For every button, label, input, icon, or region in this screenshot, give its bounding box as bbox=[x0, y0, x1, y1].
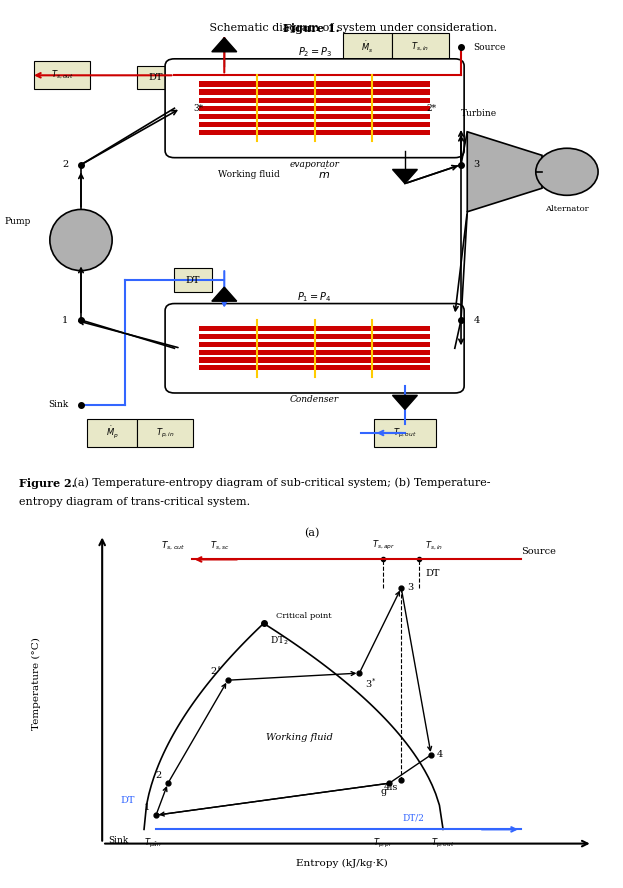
FancyBboxPatch shape bbox=[34, 61, 90, 90]
Text: Sink: Sink bbox=[48, 400, 69, 409]
Text: 2$^{\circ}$: 2$^{\circ}$ bbox=[211, 665, 222, 677]
Text: 3$^{*}$: 3$^{*}$ bbox=[365, 677, 377, 691]
Text: 2*: 2* bbox=[426, 104, 436, 113]
FancyBboxPatch shape bbox=[343, 33, 392, 61]
Text: $\dot{M}_s$: $\dot{M}_s$ bbox=[361, 39, 374, 55]
Text: 2: 2 bbox=[156, 771, 162, 780]
Text: (a) Temperature-entropy diagram of sub-critical system; (b) Temperature-: (a) Temperature-entropy diagram of sub-c… bbox=[70, 478, 491, 488]
Text: Sink: Sink bbox=[108, 836, 128, 845]
Ellipse shape bbox=[50, 210, 112, 271]
Text: $T_{p,out}$: $T_{p,out}$ bbox=[393, 426, 417, 440]
Text: Working fluid: Working fluid bbox=[218, 170, 280, 178]
Text: (a): (a) bbox=[304, 527, 319, 538]
Text: Figure 2.: Figure 2. bbox=[19, 478, 75, 488]
Bar bbox=[199, 122, 430, 127]
Text: Pump: Pump bbox=[5, 217, 31, 226]
Text: $T_{s,sc}$: $T_{s,sc}$ bbox=[210, 540, 229, 552]
Text: DT: DT bbox=[425, 569, 440, 578]
Bar bbox=[199, 98, 430, 103]
Text: $T_{p,in}$: $T_{p,in}$ bbox=[156, 426, 174, 440]
Text: Temperature (°C): Temperature (°C) bbox=[32, 638, 41, 730]
Text: Entropy (kJ/kg·K): Entropy (kJ/kg·K) bbox=[295, 860, 388, 868]
Text: Figure 1.: Figure 1. bbox=[0, 887, 1, 888]
FancyBboxPatch shape bbox=[374, 419, 436, 448]
Bar bbox=[199, 326, 430, 331]
Bar bbox=[199, 365, 430, 370]
Polygon shape bbox=[392, 170, 417, 184]
Text: DT/2: DT/2 bbox=[402, 813, 424, 822]
Text: Figure 1. Schematic diagram of system under consideration.: Figure 1. Schematic diagram of system un… bbox=[0, 887, 1, 888]
Text: $T_{s,apr}$: $T_{s,apr}$ bbox=[372, 539, 395, 552]
Text: DT$_2$: DT$_2$ bbox=[270, 635, 288, 647]
Polygon shape bbox=[467, 131, 542, 212]
FancyBboxPatch shape bbox=[137, 66, 174, 90]
Text: $\dot{m}$: $\dot{m}$ bbox=[318, 168, 330, 181]
Text: $\dot{M}_p$: $\dot{M}_p$ bbox=[106, 425, 118, 441]
Text: 1: 1 bbox=[62, 315, 69, 324]
Circle shape bbox=[536, 148, 598, 195]
Text: $T_{p\hat{a}n}$: $T_{p\hat{a}n}$ bbox=[144, 836, 162, 850]
Text: Figure 1.: Figure 1. bbox=[283, 23, 340, 34]
Text: DT: DT bbox=[186, 275, 201, 284]
Polygon shape bbox=[392, 395, 417, 409]
Text: Turbine: Turbine bbox=[461, 108, 497, 118]
FancyBboxPatch shape bbox=[165, 59, 464, 158]
Bar bbox=[199, 82, 430, 87]
Bar bbox=[199, 90, 430, 95]
Bar bbox=[199, 334, 430, 339]
Text: 4: 4 bbox=[437, 750, 444, 759]
FancyBboxPatch shape bbox=[87, 419, 137, 448]
Text: 4is: 4is bbox=[384, 783, 398, 792]
Text: g: g bbox=[380, 787, 386, 796]
Text: Schematic diagram of system under consideration.: Schematic diagram of system under consid… bbox=[206, 23, 498, 33]
Text: 1: 1 bbox=[144, 803, 150, 812]
Text: Schematic diagram of system under consideration.: Schematic diagram of system under consid… bbox=[0, 887, 1, 888]
Text: $T_{s,out}$: $T_{s,out}$ bbox=[51, 69, 74, 82]
FancyBboxPatch shape bbox=[174, 268, 212, 292]
Bar bbox=[199, 114, 430, 119]
Text: Source: Source bbox=[473, 43, 506, 52]
Text: $P_1 = P_4$: $P_1 = P_4$ bbox=[297, 289, 332, 304]
Polygon shape bbox=[212, 37, 237, 52]
Bar bbox=[199, 358, 430, 362]
Text: $T_{s,in}$: $T_{s,in}$ bbox=[411, 41, 430, 53]
Text: 3*: 3* bbox=[193, 104, 203, 113]
Text: Alternator: Alternator bbox=[545, 205, 589, 213]
Text: $P_2 = P_3$: $P_2 = P_3$ bbox=[298, 45, 331, 59]
Text: entropy diagram of trans-critical system.: entropy diagram of trans-critical system… bbox=[19, 497, 250, 507]
Text: $T_{p,pr}$: $T_{p,pr}$ bbox=[373, 836, 393, 850]
Bar bbox=[199, 130, 430, 135]
Text: $T_{s,out}$: $T_{s,out}$ bbox=[161, 540, 186, 552]
FancyBboxPatch shape bbox=[137, 419, 193, 448]
Text: 4: 4 bbox=[473, 315, 480, 324]
Polygon shape bbox=[212, 287, 237, 301]
Text: Figure 1.  Schematic diagram of system under consideration.: Figure 1. Schematic diagram of system un… bbox=[0, 887, 1, 888]
FancyBboxPatch shape bbox=[165, 304, 464, 393]
Text: Condenser: Condenser bbox=[290, 395, 339, 404]
Text: evaporator: evaporator bbox=[290, 160, 340, 169]
Text: 2: 2 bbox=[62, 160, 69, 170]
Text: DT: DT bbox=[148, 73, 163, 83]
Bar bbox=[199, 342, 430, 347]
Text: 3: 3 bbox=[407, 583, 414, 592]
Text: Critical point: Critical point bbox=[275, 612, 331, 620]
Text: $T_{s,in}$: $T_{s,in}$ bbox=[425, 540, 444, 552]
Text: Source: Source bbox=[521, 547, 556, 556]
Bar bbox=[199, 106, 430, 111]
Text: 3: 3 bbox=[473, 160, 480, 170]
Text: $T_{p,out}$: $T_{p,out}$ bbox=[431, 836, 455, 850]
Text: Working fluid: Working fluid bbox=[266, 733, 333, 741]
Text: DT: DT bbox=[120, 797, 135, 805]
Bar bbox=[199, 350, 430, 354]
FancyBboxPatch shape bbox=[392, 33, 449, 61]
